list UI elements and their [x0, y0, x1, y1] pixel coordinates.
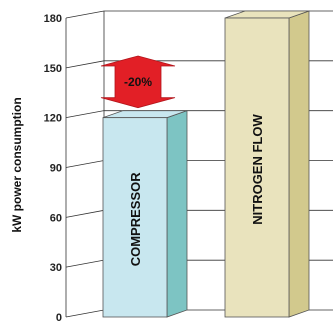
y-axis-label: kW power consumption: [10, 97, 24, 232]
y-tick-label: 60: [50, 212, 62, 224]
bar-side: [166, 110, 188, 318]
annotation-label: -20%: [124, 75, 152, 89]
category-label: NITROGEN FLOW: [250, 114, 265, 225]
y-tick-label: 180: [44, 13, 62, 25]
y-tick-label: 150: [44, 63, 62, 75]
difference-arrow: -20%: [100, 55, 176, 109]
category-label: COMPRESSOR: [128, 172, 143, 267]
bar-compressor: COMPRESSOR: [102, 110, 188, 318]
bar-front: [102, 117, 168, 318]
bars: COMPRESSOR NITROGEN FLOW: [102, 10, 310, 318]
arrow-shape: [100, 55, 176, 109]
annotation: -20%: [100, 55, 176, 109]
y-tick-label: 120: [44, 113, 62, 125]
bar-front: [224, 17, 290, 318]
y-tick-labels: 0 30 60 90 120 150 180: [44, 13, 62, 324]
bar-side: [288, 10, 310, 318]
y-tick-label: 0: [56, 312, 62, 324]
y-tick-label: 30: [50, 262, 62, 274]
y-tick-label: 90: [50, 163, 62, 175]
bar-nitrogen-flow: NITROGEN FLOW: [224, 10, 310, 318]
